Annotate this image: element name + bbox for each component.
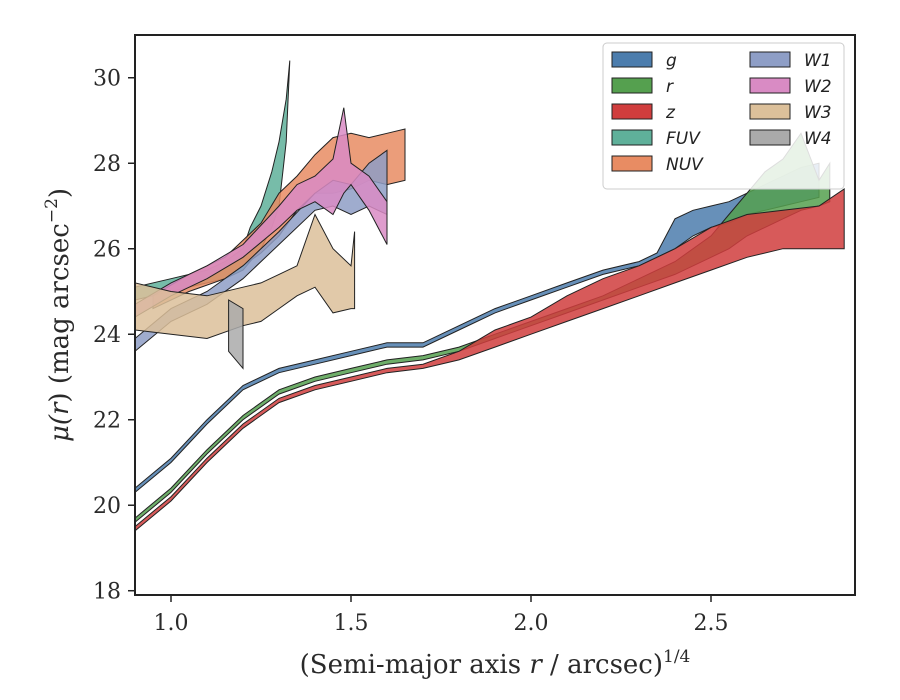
y-tick-label: 26 [93, 238, 121, 263]
legend-label-w3: W3 [804, 103, 832, 123]
band-w4 [228, 299, 244, 370]
band-layer [135, 60, 845, 532]
plot-frame [134, 34, 856, 596]
y-tick-label: 28 [93, 152, 121, 177]
legend-swatch-z [611, 103, 653, 120]
x-tick-label: 1.0 [154, 611, 189, 636]
x-tick-label: 2.5 [694, 611, 729, 636]
legend-label-w2: W2 [804, 77, 832, 97]
y-axis-label: μ(r) (mag arcsec−2) [42, 188, 75, 442]
legend-swatch-g [611, 51, 653, 68]
legend-label-fuv: FUV [666, 129, 701, 149]
legend-label-g: g [666, 51, 677, 71]
y-tick-label: 18 [93, 580, 121, 605]
legend-swatch-fuv [611, 129, 653, 146]
legend-label-z: z [665, 103, 676, 123]
y-tick-label: 20 [93, 494, 121, 519]
legend-swatch-nuv [611, 155, 653, 172]
tick-layer: 1.0 1.5 2.0 2.5 18 20 22 24 26 28 30 [93, 67, 729, 636]
legend-swatch-r [611, 77, 653, 94]
legend-swatch-w4 [749, 129, 791, 146]
band-z [135, 187, 845, 532]
y-tick-label: 30 [93, 67, 121, 92]
x-axis-label: (Semi-major axis r / arcsec)1/4 [300, 647, 691, 680]
band-w3 [135, 213, 356, 340]
legend-label-r: r [666, 77, 674, 97]
legend-swatch-w2 [749, 77, 791, 94]
legend-swatch-w1 [749, 51, 791, 68]
x-tick-label: 2.0 [514, 611, 549, 636]
legend-label-w1: W1 [804, 51, 832, 71]
x-tick-label: 1.5 [334, 611, 369, 636]
legend: grz FUV NUV W1 W2 W3 W4 [602, 42, 845, 190]
legend-label-nuv: NUV [666, 155, 704, 175]
legend-swatch-w3 [749, 103, 791, 120]
y-tick-label: 22 [93, 409, 121, 434]
legend-label-w4: W4 [804, 129, 832, 149]
y-tick-label: 24 [93, 323, 121, 348]
